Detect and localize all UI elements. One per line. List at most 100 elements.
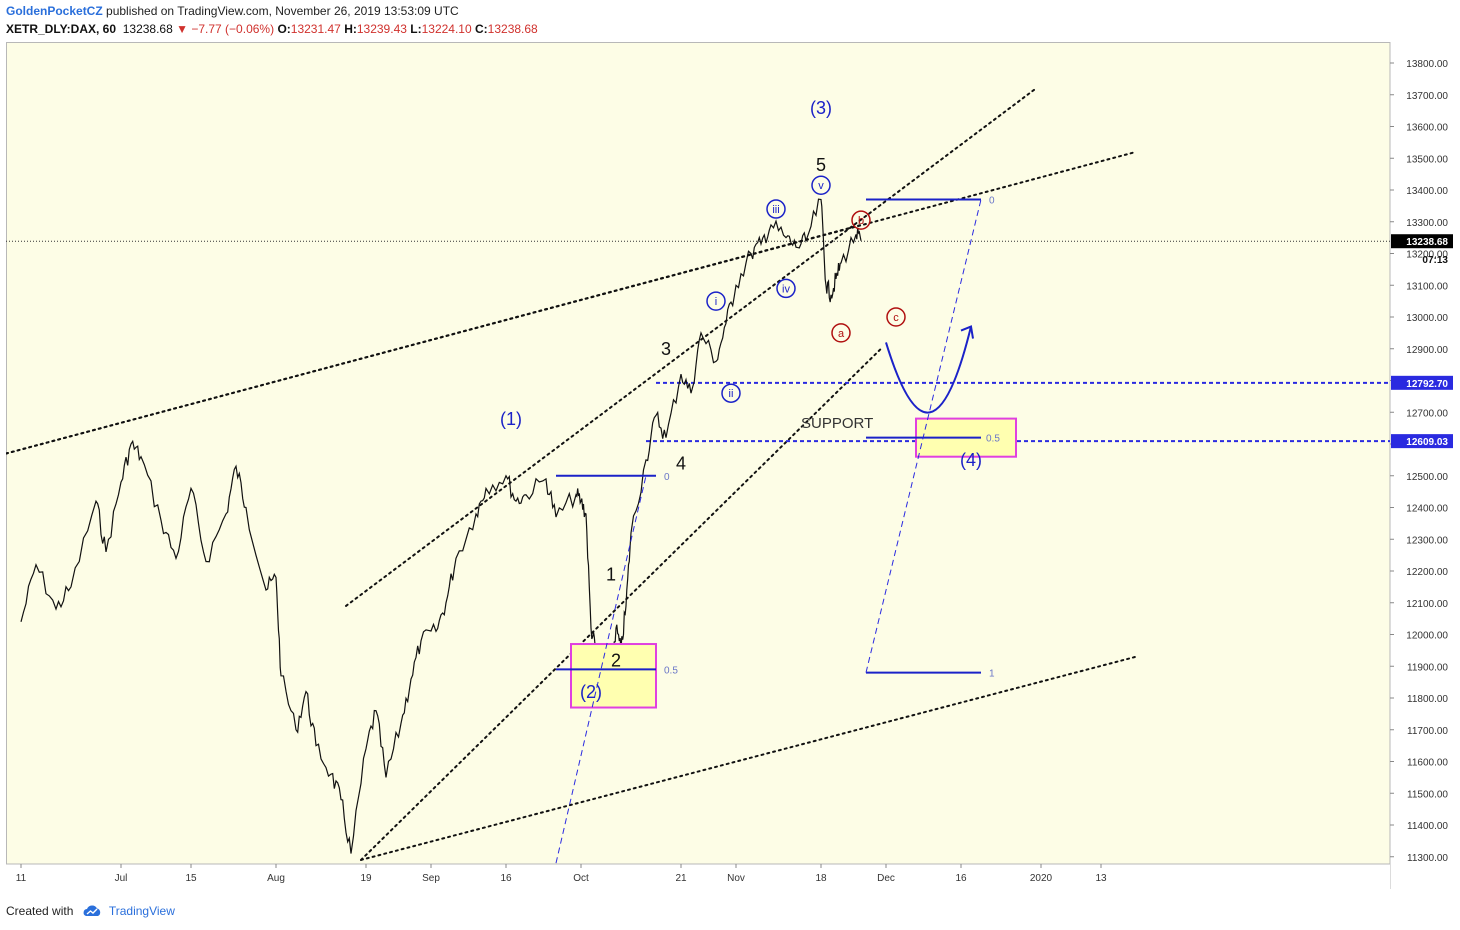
price-tick-label: 11400.00 <box>1407 821 1448 832</box>
price-tick-label: 13500.00 <box>1406 154 1448 165</box>
price-tick-label: 11300.00 <box>1407 853 1448 864</box>
wave-label: c <box>893 312 899 324</box>
price-tick-label: 12900.00 <box>1406 345 1448 356</box>
time-tick-label: 18 <box>815 873 827 884</box>
wave-circle <box>831 323 851 343</box>
down-arrow-icon: ▼ <box>176 22 189 36</box>
time-tick-label: 15 <box>185 873 197 884</box>
fib-label: 0.5 <box>664 665 678 676</box>
close-label: C: <box>475 22 488 36</box>
price-axis-panel <box>1390 42 1454 889</box>
price-tick-label: 13400.00 <box>1406 186 1448 197</box>
price-tick-label: 13100.00 <box>1406 281 1448 292</box>
wave-label: (2) <box>580 682 602 702</box>
time-tick-label: 2020 <box>1030 873 1053 884</box>
channel-trendline <box>6 223 862 455</box>
price-tick-label: 12100.00 <box>1406 599 1448 610</box>
channel-trendline <box>360 655 1137 861</box>
price-tick-label: 11700.00 <box>1407 726 1448 737</box>
high-label: H: <box>344 22 357 36</box>
time-tick-label: 13 <box>1095 873 1107 884</box>
wave-label: ii <box>729 388 734 400</box>
price-change: −7.77 (−0.06%) <box>191 22 275 36</box>
ohlc-legend: XETR_DLY:DAX, 60 13238.68 ▼ −7.77 (−0.06… <box>6 22 538 36</box>
fib-label: 0.5 <box>986 434 1000 445</box>
channel-trendline <box>345 87 1037 607</box>
price-tick-label: 11900.00 <box>1407 662 1448 673</box>
fib-label: 0 <box>989 196 995 207</box>
wave-label: 5 <box>816 155 826 175</box>
projection-arrow <box>885 326 972 414</box>
wave-circle <box>811 175 831 195</box>
price-tick-label: 13200.00 <box>1406 250 1448 261</box>
wave-label: b <box>858 215 864 227</box>
close-value: 13238.68 <box>487 22 538 36</box>
wave-label: (1) <box>500 409 522 429</box>
time-tick-label: Nov <box>727 873 745 884</box>
symbol-label: XETR_DLY:DAX, 60 <box>6 22 117 36</box>
price-tick-label: 11500.00 <box>1407 789 1448 800</box>
level-price-label-bg <box>1391 434 1453 449</box>
created-with-text: Created with <box>6 904 74 918</box>
low-label: L: <box>410 22 422 36</box>
level-price-label: 12609.03 <box>1406 437 1448 448</box>
level-price-label: 12792.70 <box>1406 379 1448 390</box>
price-tick-label: 12300.00 <box>1406 535 1448 546</box>
wave-circle <box>766 199 786 219</box>
wave-label: 3 <box>661 339 671 359</box>
wave-label: (3) <box>810 98 832 118</box>
wave-label: (4) <box>960 450 982 470</box>
price-tick-label: 11600.00 <box>1407 758 1448 769</box>
price-tick-label: 13000.00 <box>1406 313 1448 324</box>
wave-circle <box>886 307 906 327</box>
tradingview-brand[interactable]: TradingView <box>108 904 175 918</box>
wave-circle <box>776 278 796 299</box>
wave-label: iii <box>772 204 779 216</box>
last-price-label: 13238.68 <box>1406 237 1448 248</box>
author-link[interactable]: GoldenPocketCZ <box>6 4 103 18</box>
price-tick-label: 12700.00 <box>1406 408 1448 419</box>
price-tick-label: 13700.00 <box>1406 91 1448 102</box>
time-tick-label: Aug <box>267 873 285 884</box>
fib-extension-line <box>555 475 647 864</box>
target-zone-wave2 <box>570 643 657 709</box>
low-value: 13224.10 <box>421 22 472 36</box>
time-tick-label: 19 <box>360 873 372 884</box>
open-label: O: <box>277 22 291 36</box>
price-tick-label: 12500.00 <box>1406 472 1448 483</box>
price-series <box>20 198 862 854</box>
price-chart[interactable]: 13800.00 13700.00 13600.00 13500.00 13400.00… <box>6 42 1454 889</box>
time-axis-panel <box>6 864 1390 889</box>
fib-extension-line <box>865 199 982 673</box>
time-tick-label: Dec <box>877 873 895 884</box>
wave-label: 1 <box>606 565 616 585</box>
wave-label: 4 <box>676 453 686 473</box>
footer: Created with TradingView <box>6 904 175 918</box>
time-tick-label: Oct <box>573 873 589 884</box>
wave-label: iv <box>782 283 790 295</box>
open-value: 13231.47 <box>290 22 341 36</box>
price-tick-label: 12000.00 <box>1406 631 1448 642</box>
arrow-head-icon <box>960 325 974 339</box>
time-tick-label: Sep <box>422 873 440 884</box>
bar-countdown: 07:13 <box>1422 255 1448 266</box>
time-tick-label: Jul <box>115 873 128 884</box>
support-label: SUPPORT <box>801 415 873 432</box>
price-tick-label: 13800.00 <box>1406 59 1448 70</box>
wave-label: i <box>715 296 717 308</box>
wave-label: 2 <box>611 650 621 670</box>
price-tick-label: 13300.00 <box>1406 218 1448 229</box>
last-price-label-bg <box>1391 234 1453 249</box>
wave-circle <box>851 210 871 230</box>
wave-label: v <box>818 180 824 192</box>
channel-trendline <box>360 347 882 861</box>
time-tick-label: 11 <box>16 873 27 884</box>
last-price: 13238.68 <box>122 22 173 36</box>
publish-info: GoldenPocketCZ published on TradingView.… <box>6 4 459 18</box>
time-tick-label: 16 <box>955 873 967 884</box>
time-tick-label: 21 <box>675 873 687 884</box>
price-tick-label: 12200.00 <box>1406 567 1448 578</box>
wave-circle <box>721 383 741 403</box>
price-tick-label: 13600.00 <box>1406 123 1448 134</box>
high-value: 13239.43 <box>356 22 407 36</box>
